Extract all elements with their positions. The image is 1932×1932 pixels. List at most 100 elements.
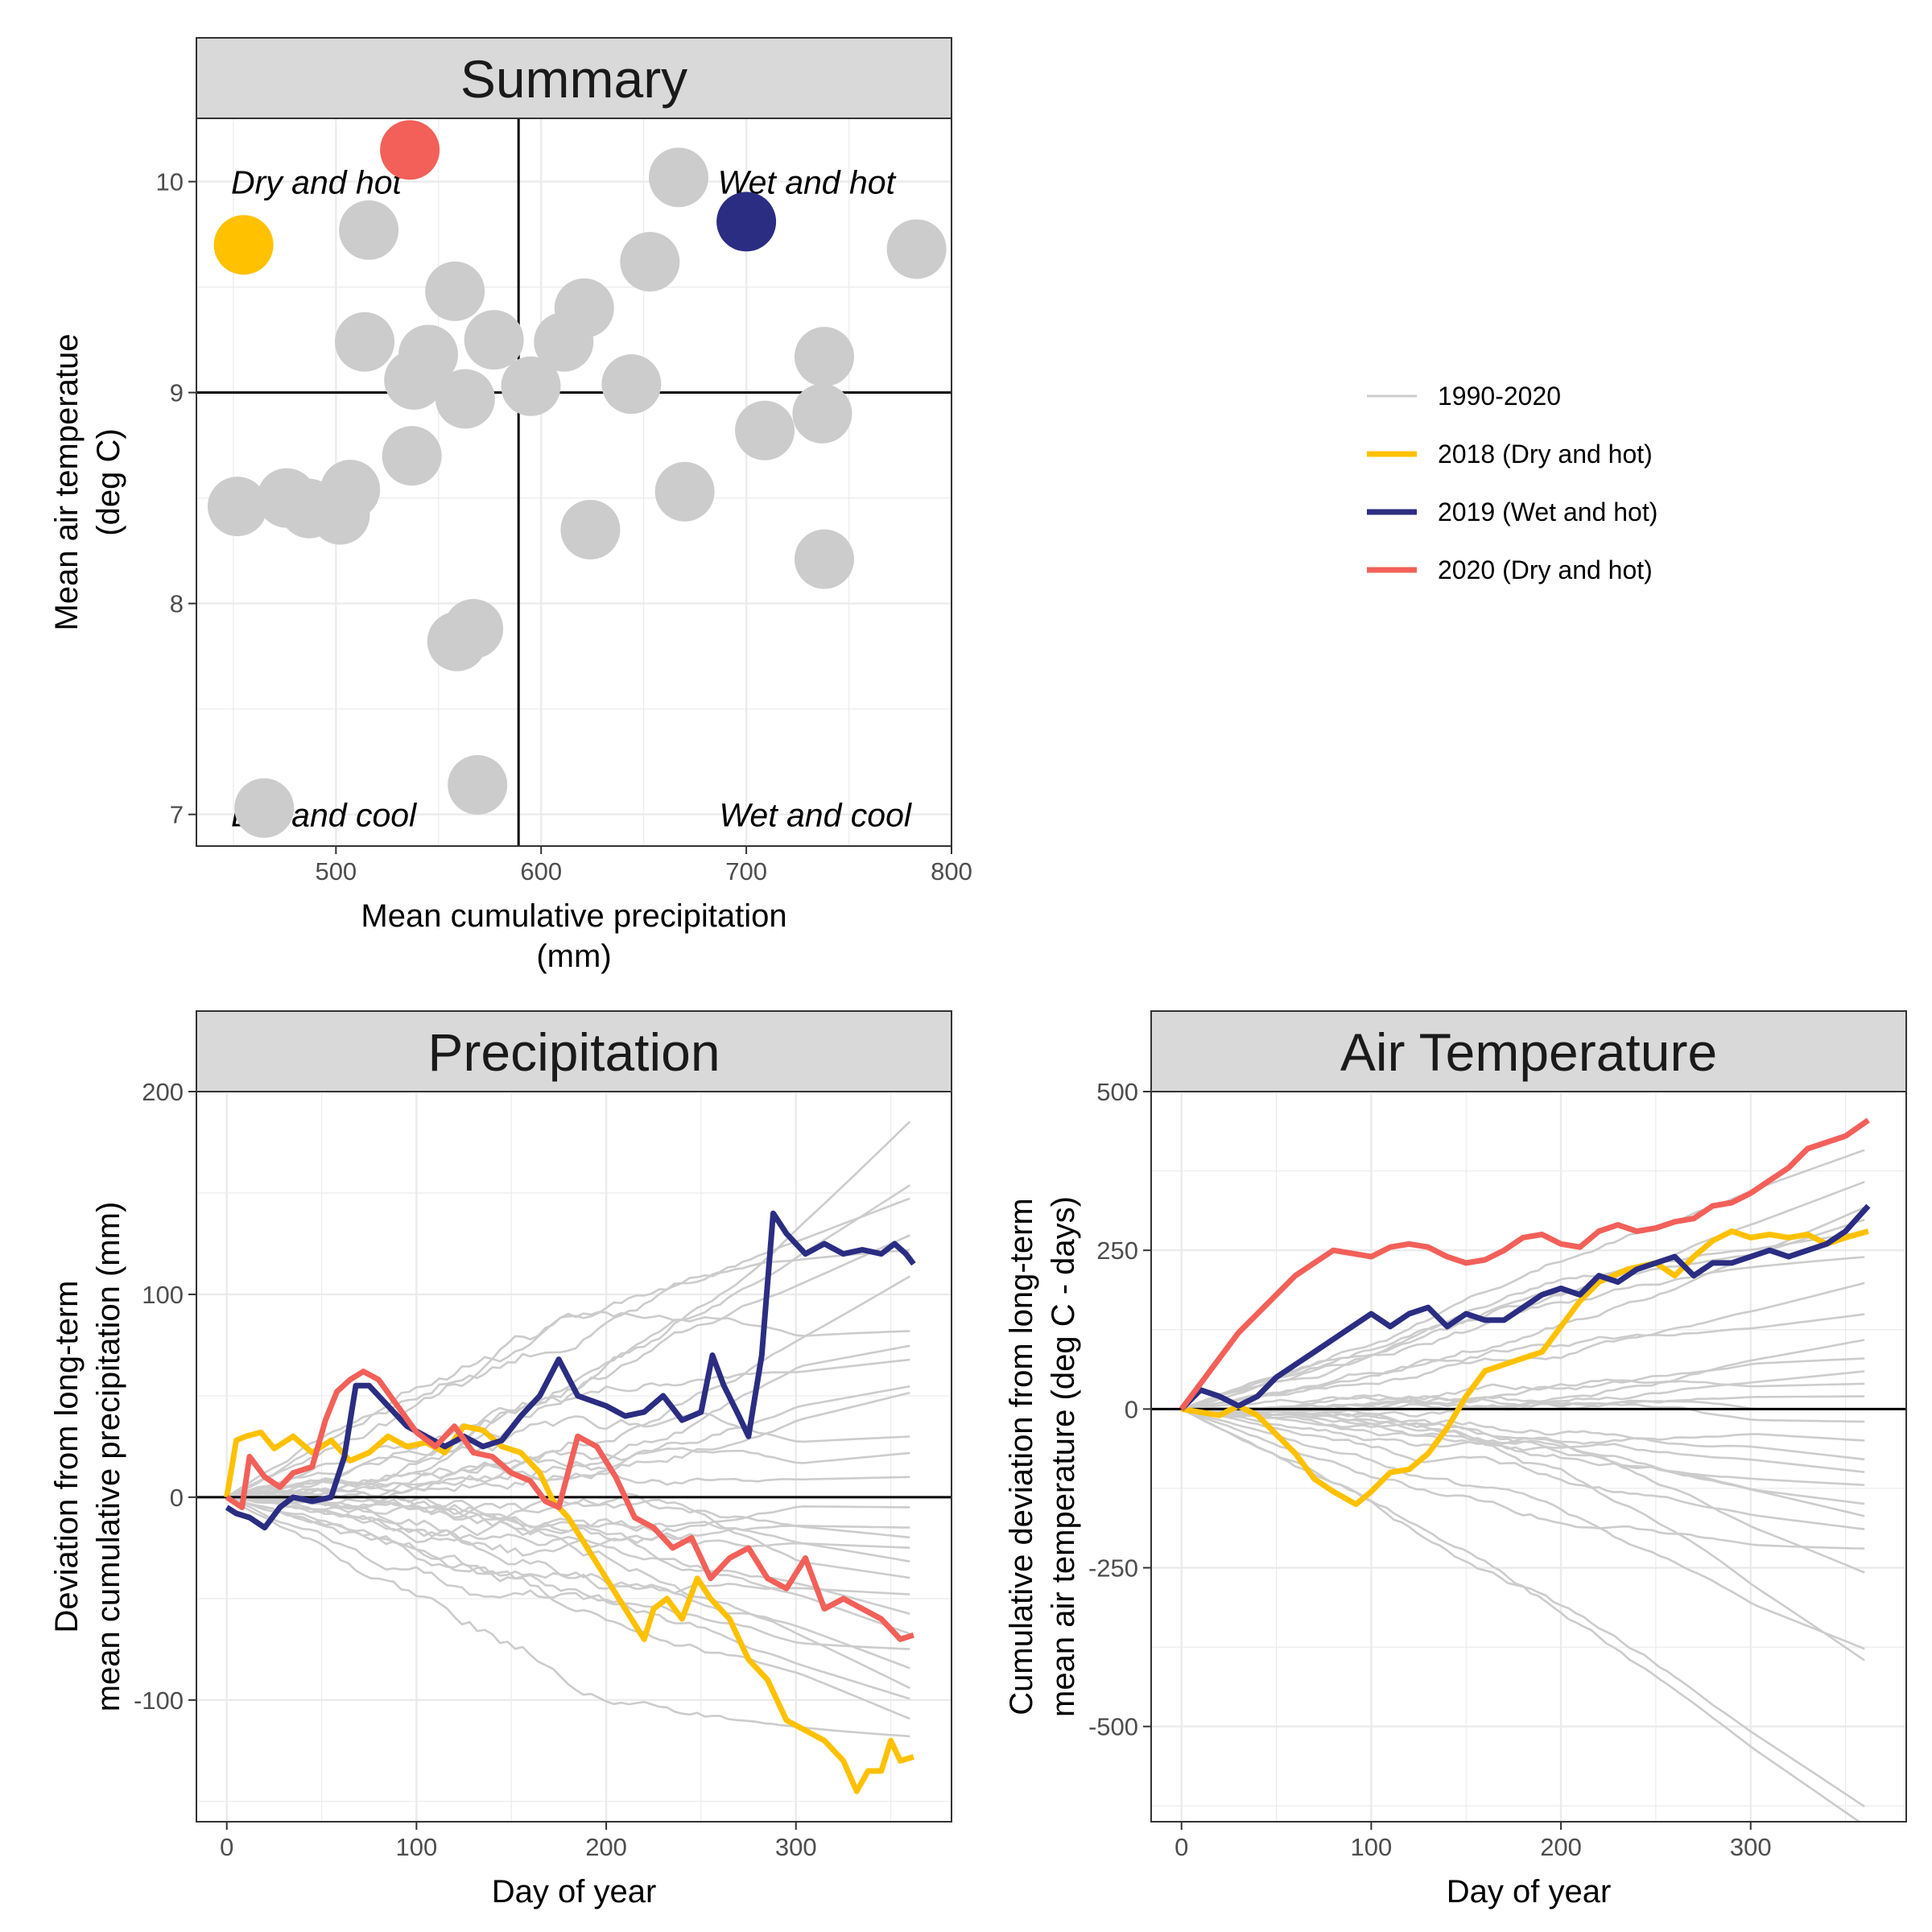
y-tick-label: -250 bbox=[1088, 1554, 1138, 1583]
quadrant-label-bottom-right: Wet and cool bbox=[719, 797, 912, 834]
legend: 1990-2020 2018 (Dry and hot) 2019 (Wet and… bbox=[1367, 382, 1657, 584]
scatter-point bbox=[427, 611, 487, 671]
y-tick-label: 250 bbox=[1096, 1236, 1138, 1265]
scatter-point bbox=[735, 400, 795, 460]
scatter-point bbox=[448, 755, 508, 815]
series-line-1990-2020 bbox=[226, 1184, 910, 1499]
x-axis-label: Day of year bbox=[492, 1874, 657, 1909]
y-axis-label: Cumulative deviation from long-term bbox=[1004, 1198, 1039, 1715]
scatter-point bbox=[435, 369, 495, 429]
scatter-point bbox=[534, 312, 594, 372]
series-line bbox=[224, 1423, 914, 1794]
x-tick-label: 300 bbox=[1730, 1833, 1772, 1861]
y-tick-label: -500 bbox=[1088, 1713, 1138, 1741]
series-line-1990-2020 bbox=[1181, 1408, 1865, 1662]
series-line bbox=[1181, 1228, 1869, 1508]
plot-area bbox=[1151, 1117, 1906, 1822]
series-line-1990-2020 bbox=[1181, 1256, 1865, 1410]
scatter-point bbox=[792, 383, 852, 444]
scatter-point bbox=[560, 499, 621, 559]
x-tick-label: 0 bbox=[1174, 1833, 1188, 1861]
y-tick-label: -100 bbox=[134, 1686, 184, 1715]
scatter-point bbox=[501, 356, 561, 416]
series-line bbox=[1179, 1203, 1871, 1411]
panel-strip bbox=[196, 37, 952, 119]
y-tick-label: 0 bbox=[1125, 1395, 1138, 1423]
x-axis-label: Day of year bbox=[1447, 1874, 1612, 1909]
y-axis-label: Mean air temperatue bbox=[49, 333, 85, 630]
y-tick-label: 8 bbox=[170, 590, 184, 618]
precipitation-panel: Precipitation 0 100 200 300 -100 0 100 200 Day of… bbox=[49, 1010, 952, 1909]
series-line-1990-2020 bbox=[1181, 1357, 1865, 1410]
series-line-1990-2020 bbox=[226, 1412, 910, 1499]
scatter-point bbox=[794, 327, 854, 387]
series-line-1990-2020 bbox=[226, 1311, 910, 1499]
x-tick-label: 100 bbox=[1351, 1833, 1393, 1861]
scatter-point bbox=[654, 461, 715, 522]
panel-border bbox=[1150, 1091, 1907, 1823]
x-axis-label: Mean cumulative precipitation bbox=[361, 898, 786, 934]
series-line-1990-2020 bbox=[226, 1496, 910, 1596]
y-axis-label: Deviation from long-term bbox=[49, 1281, 85, 1633]
y-tick-label: 500 bbox=[1096, 1078, 1138, 1106]
series-line-1990-2020 bbox=[1181, 1378, 1865, 1412]
x-tick-label: 200 bbox=[1540, 1833, 1582, 1861]
panel-title: Precipitation bbox=[427, 1022, 720, 1082]
series-line-1990-2020 bbox=[1181, 1408, 1865, 1650]
series-line-1990-2020 bbox=[1181, 1396, 1865, 1423]
x-tick-label: 300 bbox=[775, 1833, 817, 1861]
series-line bbox=[225, 1210, 916, 1531]
y-tick-label: 10 bbox=[156, 168, 184, 196]
series-line-1990-2020 bbox=[226, 1121, 911, 1499]
series-line-1990-2020 bbox=[226, 1234, 910, 1499]
series-line-1990-2020 bbox=[1181, 1408, 1865, 1505]
x-tick-label: 800 bbox=[931, 857, 972, 886]
scatter-point bbox=[380, 120, 440, 180]
quadrant-label-top-left: Dry and hot bbox=[231, 164, 403, 201]
scatter-point bbox=[310, 485, 370, 545]
y-axis-label: mean cumulative precipitation (mm) bbox=[91, 1202, 126, 1712]
x-tick-label: 200 bbox=[585, 1833, 627, 1861]
legend-label: 2019 (Wet and hot) bbox=[1438, 497, 1657, 526]
panel-title: Air Temperature bbox=[1340, 1022, 1717, 1082]
x-tick-label: 0 bbox=[220, 1833, 233, 1861]
series-line-1990-2020 bbox=[226, 1496, 910, 1549]
series-line-1990-2020 bbox=[1181, 1230, 1865, 1410]
x-tick-label: 500 bbox=[315, 857, 357, 886]
panel-strip bbox=[1150, 1010, 1907, 1092]
scatter-point bbox=[384, 349, 444, 410]
legend-label: 2020 (Dry and hot) bbox=[1438, 555, 1653, 584]
y-tick-label: 200 bbox=[142, 1078, 184, 1106]
series-line-1990-2020 bbox=[1181, 1408, 1865, 1574]
legend-label: 1990-2020 bbox=[1438, 382, 1561, 411]
series-line-1990-2020 bbox=[226, 1496, 910, 1700]
panel-title: Summary bbox=[460, 49, 687, 109]
scatter-point bbox=[464, 310, 524, 370]
x-tick-label: 700 bbox=[725, 857, 767, 886]
x-axis-label: (mm) bbox=[536, 939, 611, 974]
scatter-point bbox=[234, 778, 295, 838]
scatter-point bbox=[601, 354, 662, 415]
panel-border bbox=[196, 118, 952, 847]
air-temperature-panel: Air Temperature 0 100 200 300 -500 -250 0 250 500… bbox=[1004, 1010, 1907, 1909]
scatter-point bbox=[207, 477, 267, 537]
series-line bbox=[1179, 1117, 1870, 1411]
scatter-point bbox=[339, 200, 399, 260]
y-tick-label: 100 bbox=[142, 1281, 184, 1309]
scatter-point bbox=[794, 529, 854, 589]
series-line-1990-2020 bbox=[1181, 1408, 1861, 1822]
series-line-1990-2020 bbox=[1181, 1408, 1865, 1486]
x-tick-label: 600 bbox=[520, 857, 562, 886]
plot-area bbox=[196, 1121, 952, 1794]
y-axis-label: mean air temperature (deg C - days) bbox=[1046, 1196, 1081, 1717]
series-line bbox=[225, 1368, 914, 1642]
scatter-point bbox=[382, 426, 442, 486]
series-line-1990-2020 bbox=[1181, 1282, 1865, 1410]
scatter-point bbox=[425, 261, 485, 321]
series-line-1990-2020 bbox=[226, 1496, 910, 1720]
series-line-1990-2020 bbox=[226, 1496, 910, 1579]
legend-label: 2018 (Dry and hot) bbox=[1438, 440, 1653, 469]
